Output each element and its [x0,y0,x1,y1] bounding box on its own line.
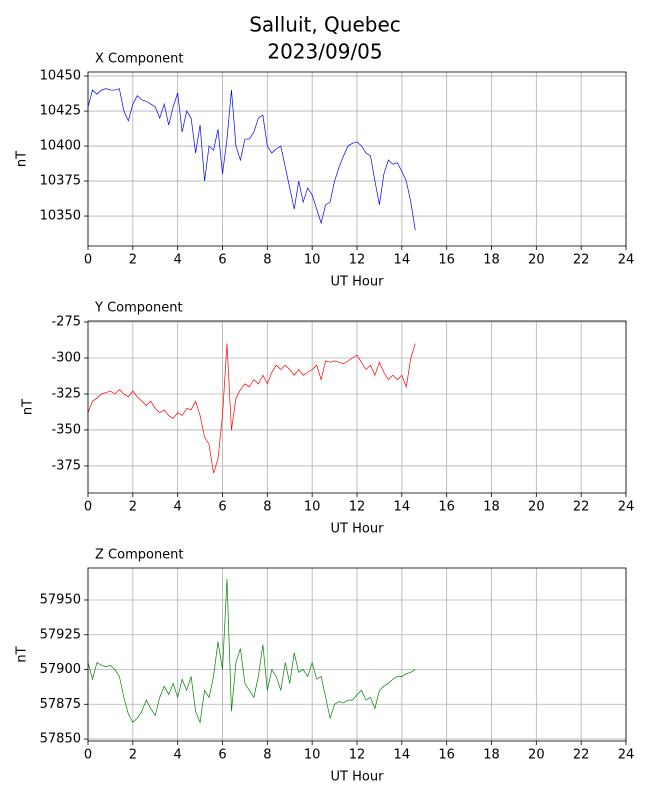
x-axis-label: UT Hour [331,275,385,290]
x-tick-label: 12 [349,500,366,515]
x-tick-label: 6 [218,253,226,268]
x-tick-label: 18 [483,748,500,763]
x-tick-label: 24 [618,253,635,268]
y-tick-label: 57925 [40,627,81,642]
y-axis-label: nT [21,399,36,415]
x-tick-label: 8 [263,253,271,268]
x-tick-label: 16 [438,253,455,268]
y-tick-label: 57850 [40,732,81,747]
x-tick-label: 10 [304,500,321,515]
x-tick-label: 20 [528,500,545,515]
x-tick-label: 2 [129,748,137,763]
axes-frame [87,71,627,247]
y-tick-label: 10400 [40,139,81,154]
data-line [87,579,416,724]
x-tick-label: 24 [618,500,635,515]
x-tick-label: 10 [304,748,321,763]
x-tick-label: 8 [263,748,271,763]
data-line [87,343,416,474]
y-tick-label: 10375 [40,174,81,189]
x-tick-label: 22 [573,500,590,515]
subplot-title: X Component [95,52,184,67]
x-tick-label: 4 [174,748,182,763]
x-tick-label: 2 [129,253,137,268]
x-tick-label: 24 [618,748,635,763]
x-axis-label: UT Hour [331,770,385,785]
x-tick-label: 20 [528,748,545,763]
data-line [87,88,416,231]
x-tick-label: 12 [349,748,366,763]
y-tick-label: -350 [51,422,81,437]
subplot-title: Y Component [94,301,183,316]
x-tick-label: 2 [129,500,137,515]
x-tick-label: 20 [528,253,545,268]
x-tick-label: 14 [394,748,411,763]
y-tick-label: 10425 [40,104,81,119]
x-tick-label: 0 [84,500,92,515]
x-tick-label: 22 [573,748,590,763]
subplot-title: Z Component [95,548,184,563]
x-tick-label: 8 [263,500,271,515]
y-tick-label: 10350 [40,209,81,224]
x-tick-label: 10 [304,253,321,268]
x-tick-label: 14 [394,253,411,268]
x-tick-label: 14 [394,500,411,515]
x-tick-label: 12 [349,253,366,268]
y-tick-label: 57875 [40,697,81,712]
x-tick-label: 4 [174,500,182,515]
y-tick-label: -275 [51,315,81,330]
y-tick-label: 10450 [40,69,81,84]
x-tick-label: 22 [573,253,590,268]
y-tick-label: -325 [51,386,81,401]
y-tick-label: -300 [51,350,81,365]
x-tick-label: 6 [218,748,226,763]
x-tick-label: 4 [174,253,182,268]
x-tick-label: 0 [84,748,92,763]
y-tick-label: 57900 [40,662,81,677]
x-tick-label: 18 [483,253,500,268]
x-axis-label: UT Hour [331,522,385,537]
y-axis-label: nT [15,151,30,167]
figure-subtitle: 2023/09/05 [267,40,382,64]
y-tick-label: -375 [51,458,81,473]
x-tick-label: 16 [438,748,455,763]
x-tick-label: 18 [483,500,500,515]
axes-frame [87,567,627,742]
x-tick-label: 16 [438,500,455,515]
x-tick-label: 0 [84,253,92,268]
figure-title: Salluit, Quebec [249,13,401,37]
y-tick-label: 57950 [40,592,81,607]
x-tick-label: 6 [218,500,226,515]
axes-frame [87,320,627,494]
y-axis-label: nT [15,646,30,662]
